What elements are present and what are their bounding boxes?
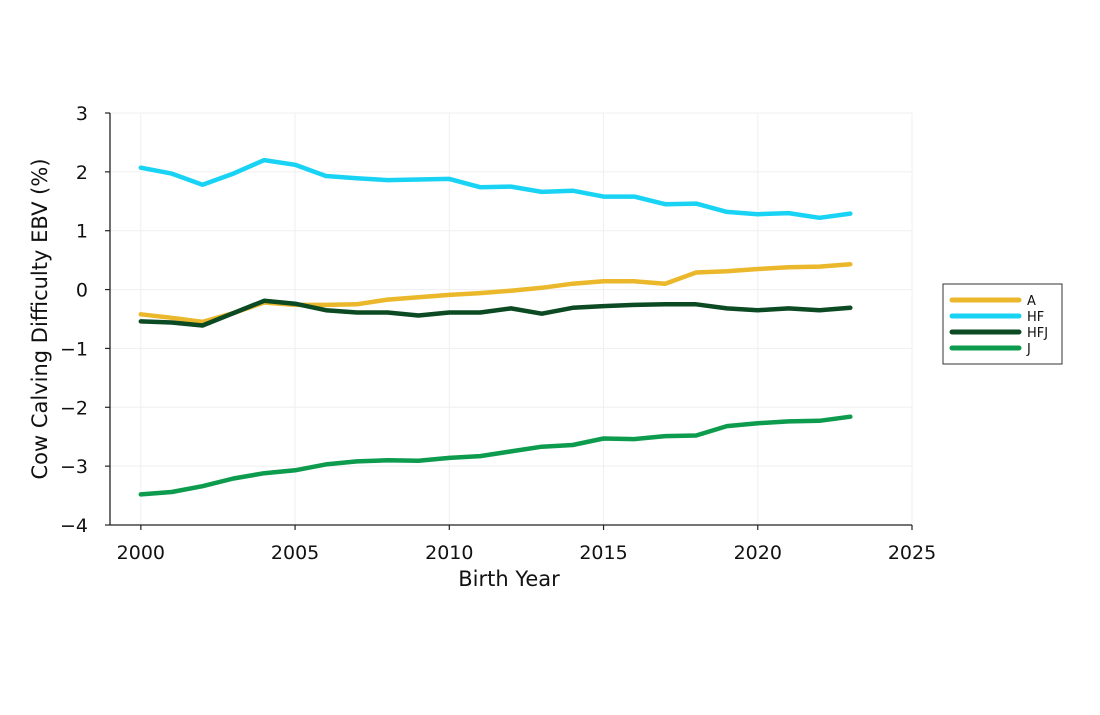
y-axis-title: Cow Calving Difficulty EBV (%): [28, 158, 52, 479]
x-tick-label: 2005: [271, 542, 319, 564]
y-tick-label: −4: [60, 515, 88, 537]
y-tick-label: −1: [60, 338, 88, 360]
y-tick-label: −3: [60, 456, 88, 478]
x-tick-label: 2000: [117, 542, 165, 564]
legend-box: [942, 283, 1063, 365]
axis-ticks: 3 2 1 0 −1 −2 −3 −4 2000 2005 2010 2015 2020 2025: [60, 103, 936, 564]
y-tick-label: 1: [76, 221, 88, 243]
legend-label-j: J: [1026, 342, 1031, 357]
series-lines: [138, 157, 853, 497]
series-line-hf: [138, 157, 853, 221]
legend-label-a: A: [1027, 294, 1036, 309]
grid-lines: [110, 112, 913, 526]
series-line-j: [138, 414, 853, 497]
x-axis-title: Birth Year: [458, 567, 560, 591]
legend-label-hf: HF: [1027, 310, 1044, 325]
x-tick-label: 2015: [579, 542, 627, 564]
y-tick-label: −2: [60, 397, 88, 419]
x-tick-label: 2020: [734, 542, 782, 564]
series-line-a: [138, 262, 853, 325]
x-tick-label: 2025: [888, 542, 936, 564]
series-line-hfj: [138, 298, 853, 328]
legend-label-hfj: HFJ: [1027, 326, 1048, 341]
y-tick-label: 2: [76, 162, 88, 184]
axes: [109, 113, 912, 526]
x-tick-label: 2010: [425, 542, 473, 564]
y-tick-label: 3: [76, 103, 88, 125]
y-tick-label: 0: [76, 280, 88, 302]
